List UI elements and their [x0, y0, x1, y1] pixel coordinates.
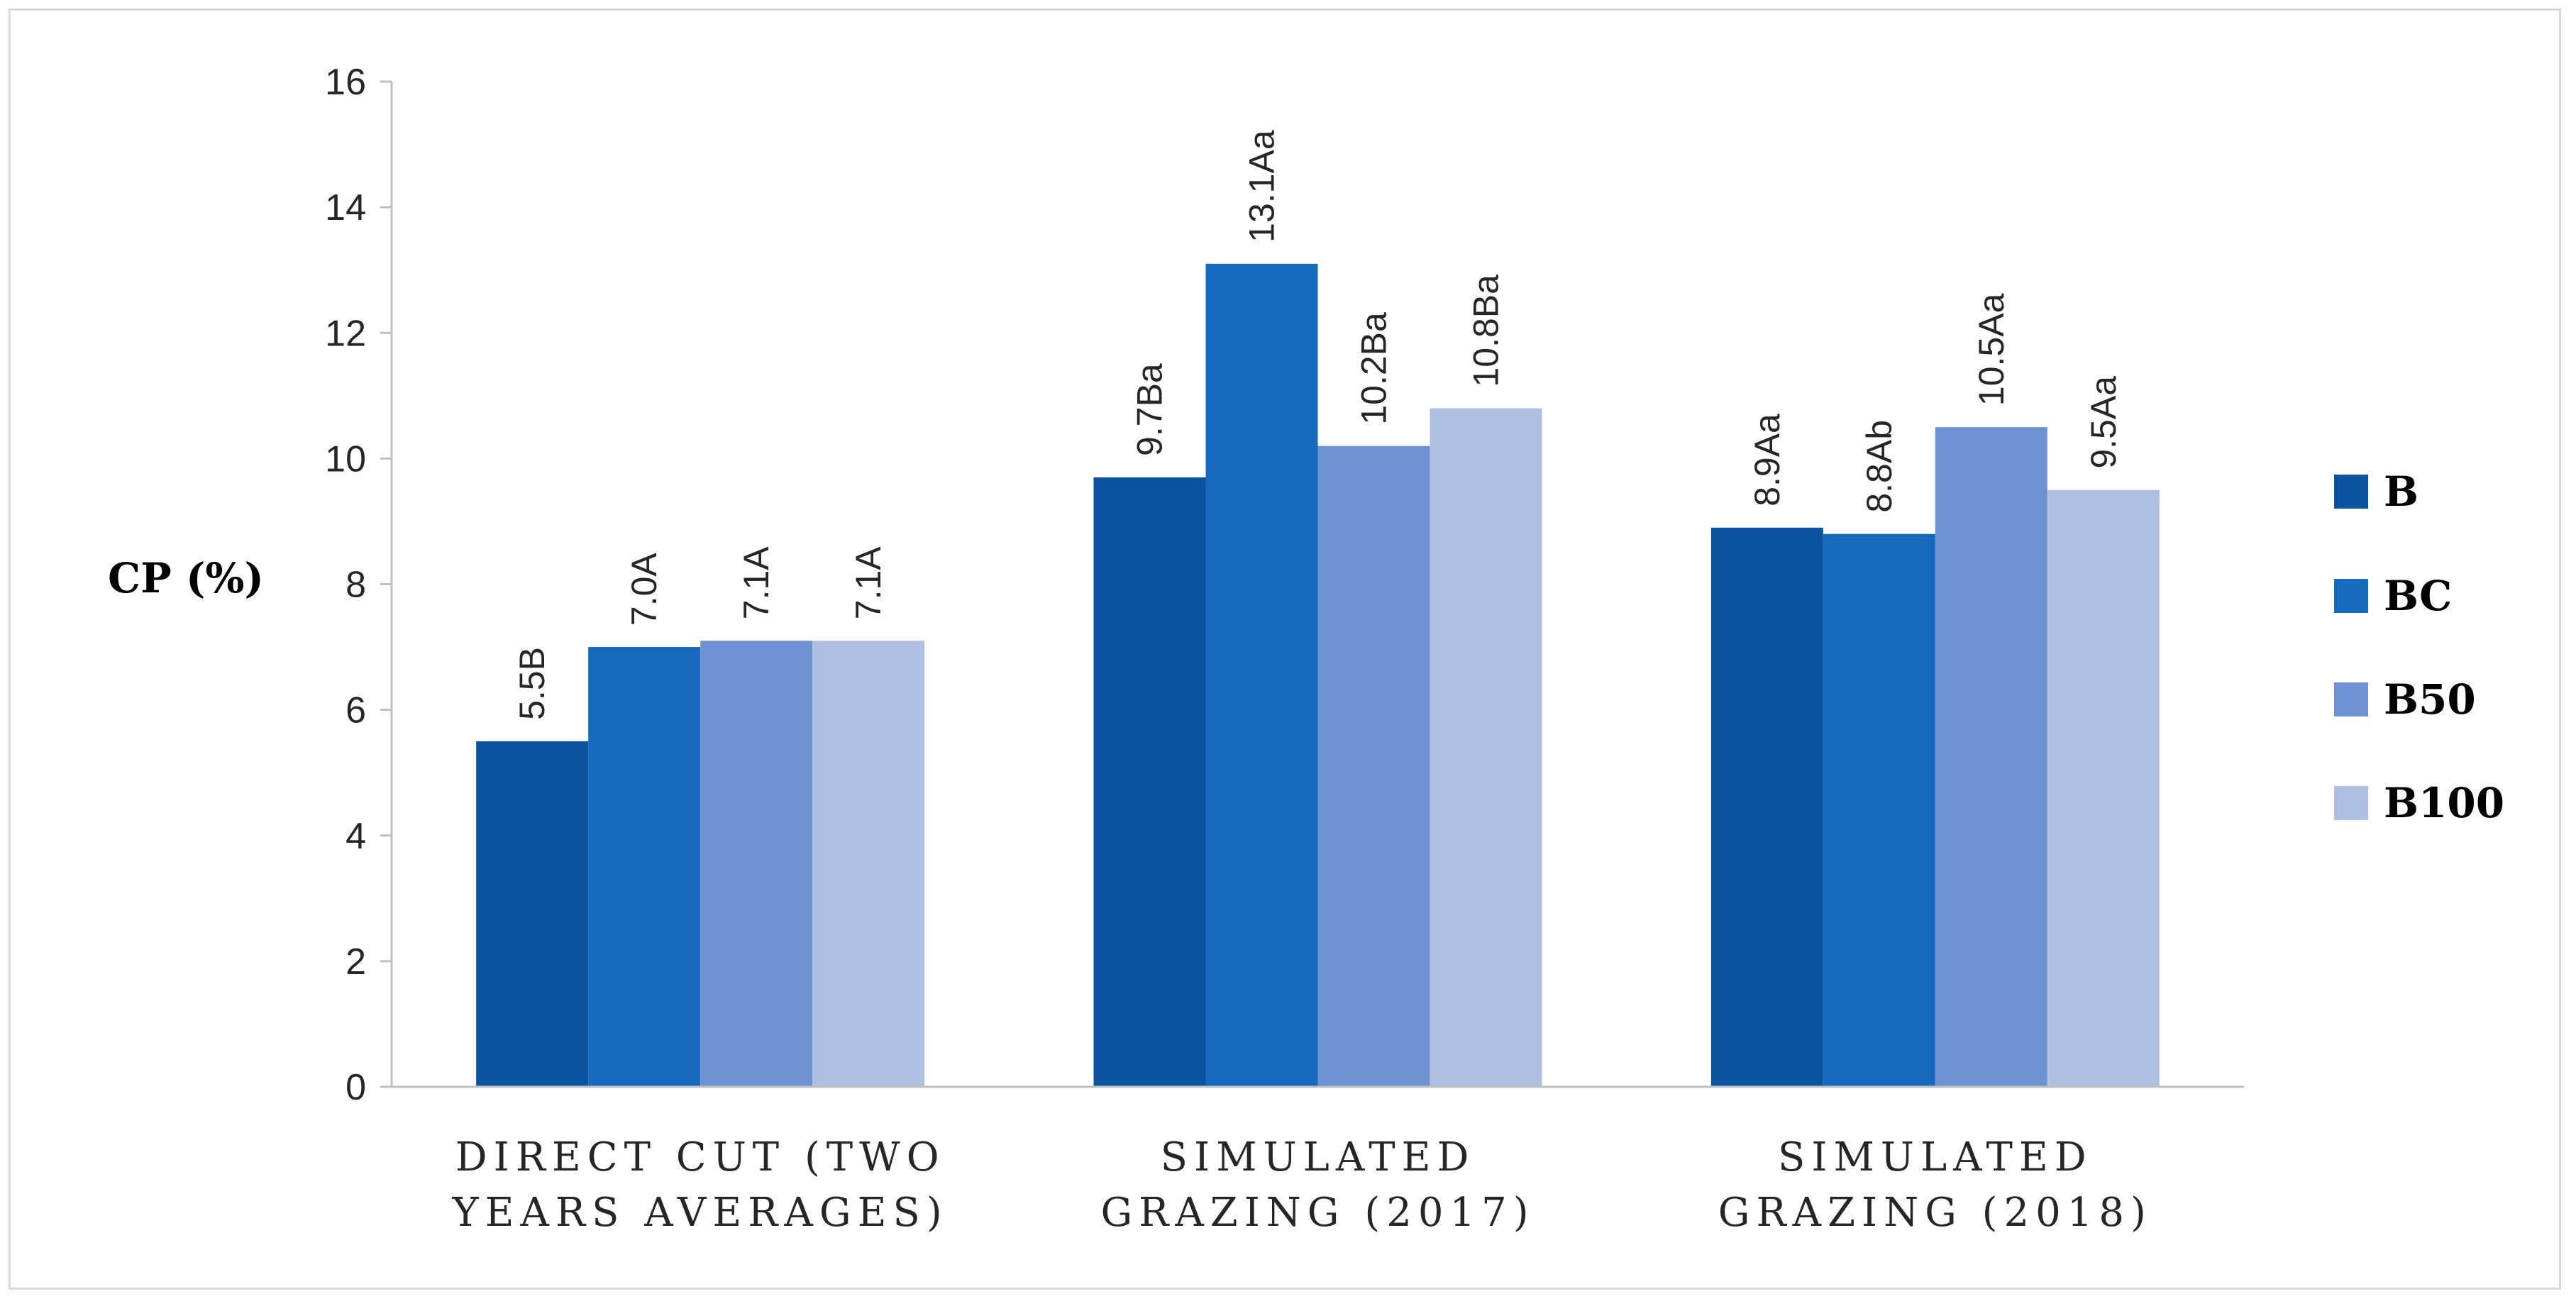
bar-b-1	[476, 741, 589, 1087]
data-label-bc-2: 13.1Aa	[1242, 130, 1282, 243]
legend-label-b50: B50	[2384, 675, 2476, 724]
y-tick-label: 8	[346, 565, 366, 606]
data-label-bc-3: 8.8Ab	[1859, 420, 1899, 513]
bar-b100-1	[812, 641, 925, 1087]
x-category-label: DIRECT CUT (TWO	[455, 1134, 946, 1180]
legend-label-bc: BC	[2384, 572, 2452, 620]
data-label-b50-1: 7.1A	[736, 546, 776, 620]
x-category-label: GRAZING (2017)	[1100, 1190, 1535, 1236]
x-axis: DIRECT CUT (TWO YEARS AVERAGES) SIMULATED G…	[392, 1085, 2244, 1236]
y-axis-label: CP (%)	[108, 554, 264, 602]
legend-swatch-b50	[2334, 682, 2368, 716]
y-tick-label: 12	[325, 313, 366, 354]
data-label-b100-3: 9.5Aa	[2084, 376, 2123, 469]
bar-b100-3	[2047, 489, 2160, 1087]
bar-b50-2	[1317, 446, 1430, 1087]
data-label-b100-2: 10.8Ba	[1466, 275, 1506, 387]
y-tick-label: 6	[346, 690, 366, 731]
data-label-b-1: 5.5B	[512, 647, 552, 720]
x-category-label: YEARS AVERAGES)	[452, 1190, 949, 1236]
y-axis: 0 2 4 6 8 10 12 14 16	[325, 62, 393, 1108]
y-tick-label: 16	[325, 62, 366, 103]
bar-b100-2	[1430, 408, 1542, 1087]
y-tick-label: 2	[346, 941, 366, 983]
legend: B BC B50 B100	[2334, 467, 2504, 827]
y-tick-label: 4	[346, 816, 366, 857]
legend-label-b100: B100	[2384, 779, 2504, 827]
data-labels-group: 5.5B 7.0A 7.1A 7.1A 9.7Ba 13.1Aa 10.2Ba 10.8Ba 8…	[512, 130, 2123, 720]
bar-bc-1	[588, 647, 701, 1087]
bar-b50-3	[1935, 427, 2047, 1087]
bar-b-2	[1093, 477, 1206, 1087]
legend-swatch-b100	[2334, 786, 2368, 820]
data-label-b50-2: 10.2Ba	[1354, 312, 1394, 425]
data-label-b-3: 8.9Aa	[1747, 414, 1787, 507]
legend-swatch-bc	[2334, 579, 2368, 613]
bar-bc-2	[1205, 263, 1318, 1087]
x-category-label: GRAZING (2018)	[1718, 1190, 2152, 1236]
bar-b50-1	[700, 641, 813, 1087]
y-tick-label: 0	[346, 1067, 366, 1108]
x-category-label: SIMULATED	[1778, 1134, 2093, 1180]
data-label-b-2: 9.7Ba	[1130, 363, 1170, 456]
legend-swatch-b	[2334, 475, 2368, 509]
data-label-bc-1: 7.0A	[624, 553, 664, 626]
bar-bc-3	[1823, 533, 1935, 1087]
legend-label-b: B	[2384, 467, 2419, 516]
y-tick-label: 10	[325, 438, 366, 480]
data-label-b100-1: 7.1A	[848, 546, 888, 620]
bar-b-3	[1710, 527, 1823, 1087]
bars-group	[476, 263, 2160, 1087]
data-label-b50-3: 10.5Aa	[1972, 293, 2011, 406]
x-category-label: SIMULATED	[1161, 1134, 1476, 1180]
y-tick-label: 14	[325, 187, 366, 228]
